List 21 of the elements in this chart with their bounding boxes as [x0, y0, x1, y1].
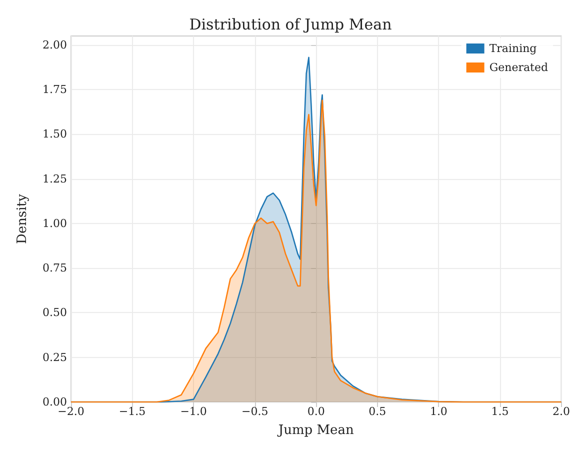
y-tick-label: 0.50 [42, 306, 67, 320]
y-tick-label: 0.25 [42, 350, 67, 364]
y-axis-title: Density [15, 193, 30, 244]
legend-label: Generated [489, 61, 548, 74]
x-tick-label: 2.0 [552, 405, 570, 418]
x-tick-label: 0.0 [307, 405, 325, 418]
x-tick-label: −1.5 [118, 405, 146, 418]
y-tick-label: 1.25 [42, 172, 67, 186]
y-tick-label: 0.75 [42, 262, 67, 275]
x-tick-label: 1.5 [491, 405, 509, 418]
chart-title: Distribution of Jump Mean [189, 16, 392, 34]
x-axis-title: Jump Mean [276, 423, 354, 438]
y-tick-label: 1.00 [42, 216, 67, 230]
y-tick-label: 1.75 [42, 83, 67, 96]
x-tick-label: −1.0 [180, 405, 207, 418]
x-tick-label: 0.5 [368, 405, 386, 418]
x-tick-label: 1.0 [430, 405, 448, 418]
x-tick-label: −0.5 [241, 405, 268, 418]
legend-label: Training [489, 42, 537, 55]
y-tick-label: 1.50 [42, 128, 67, 141]
y-tick-label: 2.00 [42, 38, 67, 52]
